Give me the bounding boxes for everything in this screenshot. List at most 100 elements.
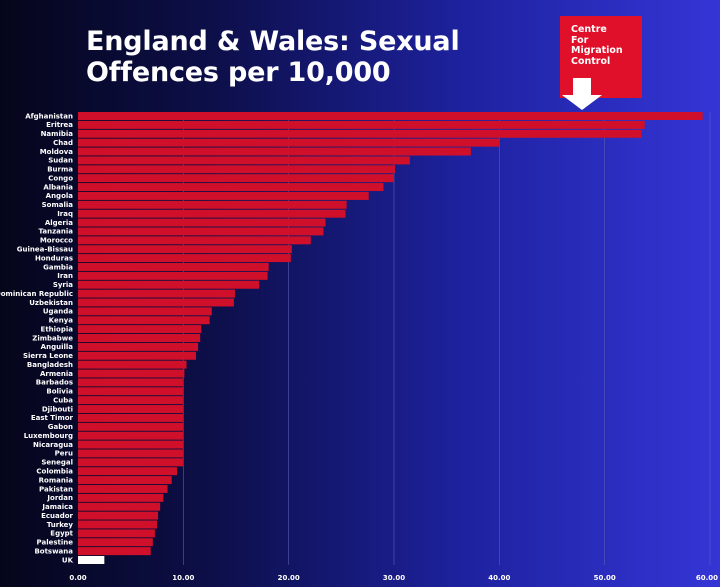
bar <box>78 431 184 440</box>
category-label: Nicaragua <box>33 441 73 449</box>
category-label: East Timor <box>31 414 74 422</box>
bar <box>78 183 384 192</box>
bar <box>78 120 645 129</box>
bar <box>78 174 394 183</box>
bar <box>78 325 202 334</box>
chart-title-line-1: England & Wales: Sexual <box>86 26 460 57</box>
x-tick-label: 50.00 <box>594 574 616 582</box>
bar <box>78 129 642 138</box>
bar <box>78 351 196 360</box>
bar <box>78 245 292 254</box>
category-label: Somalia <box>42 201 74 209</box>
down-arrow-icon <box>562 78 602 110</box>
bar <box>78 200 347 209</box>
logo-line-3: Migration <box>571 45 623 56</box>
bar <box>78 476 172 485</box>
category-label: Gambia <box>43 263 73 271</box>
category-label: Angola <box>46 192 74 200</box>
chart-title-line-2: Offences per 10,000 <box>86 57 391 88</box>
category-labels: AfghanistanEritreaNamibiaChadMoldovaSuda… <box>0 112 74 564</box>
bar <box>78 156 410 165</box>
bar <box>78 316 210 325</box>
category-label: Ethiopia <box>41 325 74 333</box>
chart-title: England & Wales: Sexual Offences per 10,… <box>86 26 460 88</box>
bar <box>78 254 291 263</box>
category-label: Luxembourg <box>24 432 73 440</box>
category-label: Dominican Republic <box>0 290 73 298</box>
category-label: Honduras <box>35 254 73 262</box>
bar <box>78 165 396 174</box>
category-label: Tanzania <box>39 228 74 236</box>
category-label: Djibouti <box>42 405 73 413</box>
category-label: Peru <box>55 450 73 458</box>
bar <box>78 422 184 431</box>
category-label: Egypt <box>50 530 73 538</box>
category-label: Sudan <box>48 157 73 165</box>
bar <box>78 360 187 369</box>
bar <box>78 298 234 307</box>
category-label: Syria <box>53 281 73 289</box>
bars <box>78 112 703 564</box>
category-label: Ecuador <box>41 512 73 520</box>
bar <box>78 484 168 493</box>
category-label: Bolivia <box>46 388 73 396</box>
category-label: Romania <box>39 476 74 484</box>
category-label: Anguilla <box>41 343 74 351</box>
bar <box>78 147 471 156</box>
category-label: Pakistan <box>39 485 73 493</box>
category-label: Jamaica <box>41 503 73 511</box>
category-label: Jordan <box>46 494 73 502</box>
bar <box>78 387 184 396</box>
category-label: Cuba <box>53 396 73 404</box>
bar <box>78 289 235 298</box>
bar <box>78 307 212 316</box>
bar <box>78 467 178 476</box>
logo-line-1: Centre <box>571 24 607 35</box>
category-label: Uganda <box>43 308 73 316</box>
category-label: Gabon <box>48 423 73 431</box>
category-label: Kenya <box>49 317 74 325</box>
bar <box>78 440 184 449</box>
category-label: Armenia <box>40 370 73 378</box>
bar <box>78 556 105 564</box>
bar <box>78 280 260 289</box>
bar <box>78 449 184 458</box>
bar <box>78 271 268 280</box>
category-label: Barbados <box>36 379 73 387</box>
category-label: Chad <box>53 139 73 147</box>
category-label: Turkey <box>47 521 74 529</box>
category-label: Uzbekistan <box>29 299 73 307</box>
x-tick-label: 60.00 <box>696 574 718 582</box>
bar <box>78 493 164 502</box>
logo-line-4: Control <box>571 55 611 67</box>
category-label: Colombia <box>36 468 73 476</box>
bar <box>78 511 159 520</box>
bar <box>78 413 184 422</box>
category-label: Afghanistan <box>25 112 73 120</box>
x-tick-label: 0.00 <box>69 574 86 582</box>
x-tick-label: 30.00 <box>383 574 405 582</box>
category-label: Algeria <box>45 219 73 227</box>
category-label: Eritrea <box>46 121 73 129</box>
category-label: Botswana <box>34 547 73 555</box>
category-label: Moldova <box>40 148 74 156</box>
category-label: Guinea-Bissau <box>17 246 73 254</box>
bar <box>78 227 324 236</box>
bar <box>78 405 184 414</box>
category-label: Namibia <box>41 130 74 138</box>
category-label: Bangladesh <box>27 361 73 369</box>
bar <box>78 218 326 227</box>
logo-line-2: For <box>571 34 589 46</box>
x-tick-label: 40.00 <box>488 574 510 582</box>
bar <box>78 342 199 351</box>
bar <box>78 538 153 547</box>
category-label: Sierra Leone <box>23 352 73 360</box>
logo-text: Centre For Migration Control <box>571 24 623 67</box>
category-label: Morocco <box>40 237 73 245</box>
bar <box>78 520 157 529</box>
bar <box>78 191 369 200</box>
bar <box>78 547 151 556</box>
bar <box>78 262 269 271</box>
bar <box>78 112 703 120</box>
